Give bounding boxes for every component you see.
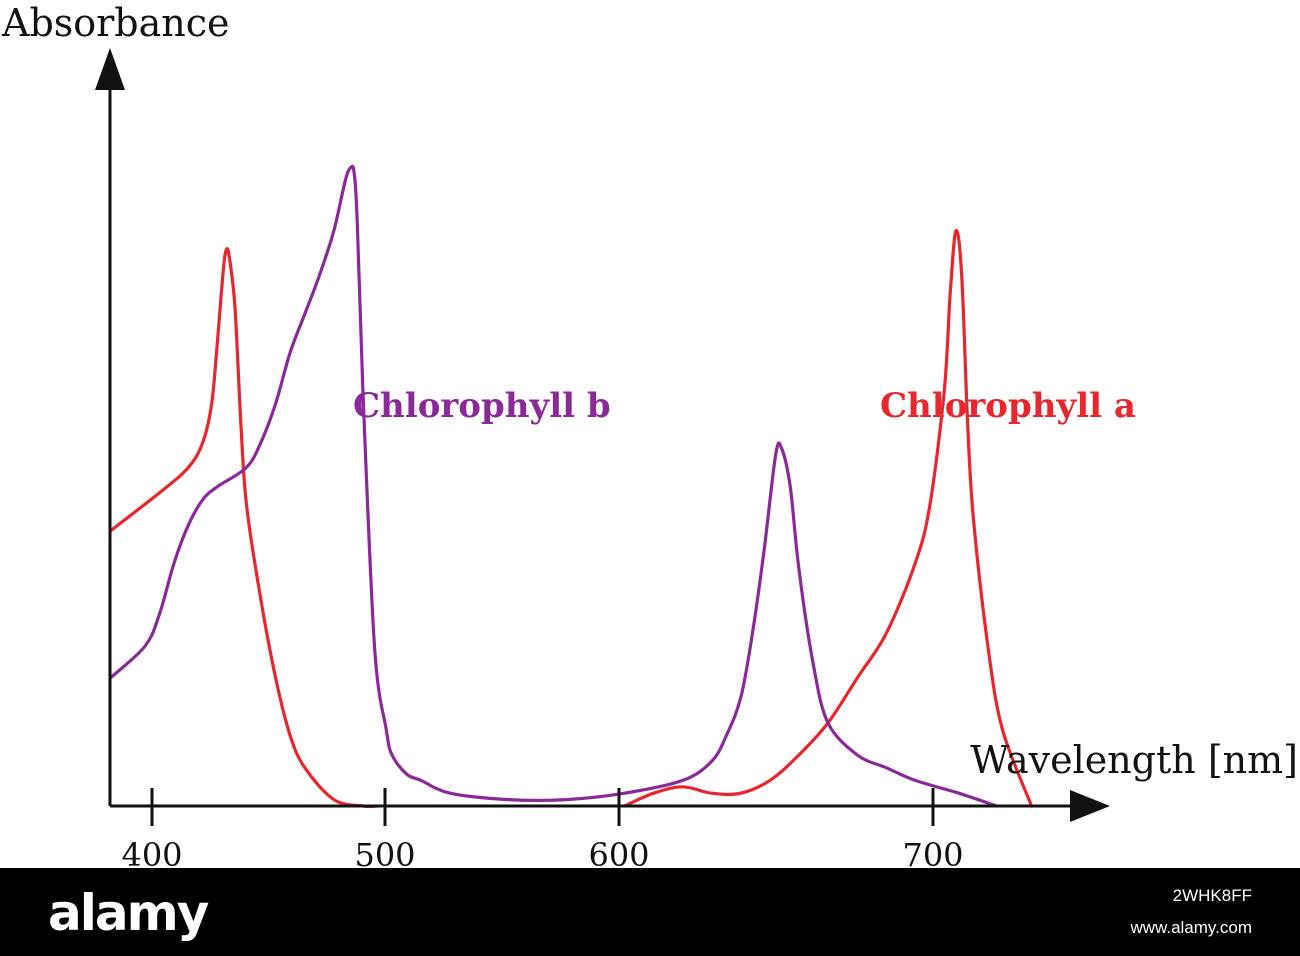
watermark-bar: alamy 2WHK8FF www.alamy.com bbox=[0, 868, 1300, 956]
series-line-chlorophyll-b bbox=[110, 164, 999, 808]
watermark-url: www.alamy.com bbox=[1130, 918, 1252, 937]
ticks-layer: 400 500 600 700 bbox=[121, 788, 964, 868]
absorption-spectrum-chart: 400 500 600 700 Absorbance Wavelength [nm] … bbox=[1, 1, 1298, 868]
x-axis-arrow bbox=[1070, 790, 1110, 822]
x-tick-label-400: 400 bbox=[121, 836, 182, 868]
watermark-image-id: 2WHK8FF bbox=[1172, 886, 1252, 905]
y-axis-arrow bbox=[95, 48, 125, 90]
x-axis-title: Wavelength [nm] bbox=[970, 738, 1298, 782]
series-line-chlorophyll-a-part-2 bbox=[622, 228, 1034, 808]
axes-layer bbox=[95, 48, 1110, 822]
series-labels-layer: Chlorophyll a Chlorophyll b bbox=[353, 386, 1136, 426]
series-line-chlorophyll-a-part-1 bbox=[110, 247, 379, 809]
x-tick-label-700: 700 bbox=[902, 836, 963, 868]
series-label-chlorophyll-b: Chlorophyll b bbox=[353, 386, 611, 426]
x-tick-label-500: 500 bbox=[354, 836, 415, 868]
curves-layer bbox=[110, 164, 1034, 809]
series-label-chlorophyll-a: Chlorophyll a bbox=[880, 386, 1136, 426]
y-axis-title: Absorbance bbox=[1, 1, 230, 45]
x-tick-label-600: 600 bbox=[588, 836, 649, 868]
watermark-logo: alamy bbox=[48, 884, 209, 942]
